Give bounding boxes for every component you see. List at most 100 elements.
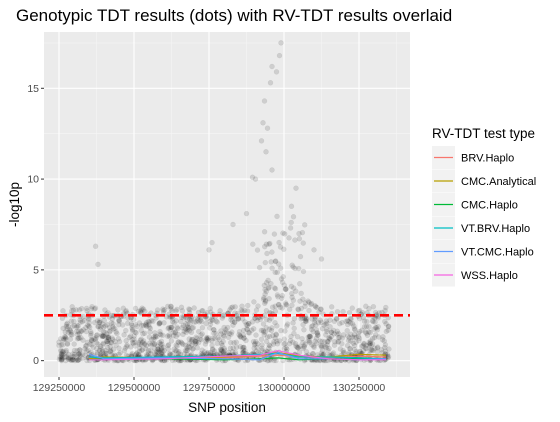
data-point — [276, 338, 283, 344]
data-point — [303, 318, 310, 324]
data-point — [283, 345, 289, 351]
data-point — [131, 333, 137, 339]
legend-label: BRV.Haplo — [461, 153, 514, 165]
data-point — [104, 322, 111, 328]
data-point — [88, 330, 94, 337]
data-point — [83, 305, 90, 312]
data-point — [251, 299, 257, 305]
data-point — [65, 329, 72, 336]
data-point — [221, 324, 227, 331]
data-point — [194, 315, 201, 321]
data-point — [190, 346, 196, 352]
data-point — [74, 331, 81, 338]
data-point — [169, 319, 176, 325]
data-point — [301, 327, 307, 333]
data-point — [72, 357, 78, 364]
data-point — [184, 345, 190, 351]
data-point — [71, 347, 78, 354]
data-point — [351, 323, 357, 329]
data-point — [263, 307, 270, 314]
data-point — [355, 333, 362, 340]
legend-label: WSS.Haplo — [461, 270, 518, 282]
data-point — [171, 346, 177, 353]
data-point — [323, 318, 330, 324]
data-point — [352, 327, 358, 333]
data-point — [379, 337, 386, 343]
data-point — [201, 349, 208, 355]
data-point — [371, 326, 377, 332]
data-point — [307, 333, 313, 339]
data-point — [369, 335, 376, 342]
data-point — [173, 333, 179, 340]
data-point — [104, 338, 110, 345]
data-point — [168, 306, 174, 312]
data-point — [127, 333, 134, 339]
data-point — [324, 326, 330, 333]
data-point — [356, 335, 363, 342]
data-point — [220, 338, 226, 345]
data-point — [123, 338, 129, 344]
data-point — [74, 324, 80, 331]
data-point — [58, 348, 64, 355]
data-point — [344, 342, 351, 349]
data-point — [367, 329, 374, 336]
data-point — [140, 338, 147, 344]
data-point — [279, 292, 286, 299]
data-point — [183, 348, 190, 354]
data-point — [80, 313, 86, 320]
data-point — [269, 167, 275, 173]
data-point — [220, 348, 227, 355]
data-point — [351, 331, 358, 338]
data-point — [136, 348, 143, 355]
data-point — [74, 336, 81, 342]
data-point — [321, 322, 327, 328]
data-point — [308, 301, 314, 308]
data-point — [237, 343, 244, 350]
data-point — [261, 229, 268, 235]
data-point — [351, 346, 358, 353]
data-point — [161, 348, 167, 354]
data-point — [138, 322, 145, 329]
data-point — [160, 307, 167, 314]
data-point — [161, 307, 168, 313]
data-point — [129, 339, 136, 346]
data-point — [113, 342, 119, 348]
data-point — [251, 341, 258, 348]
data-point — [185, 324, 191, 331]
data-point — [277, 265, 284, 271]
data-point — [89, 303, 95, 310]
data-point — [262, 298, 269, 305]
data-point — [112, 338, 118, 345]
data-point — [187, 306, 193, 313]
data-point — [63, 323, 70, 330]
data-point — [294, 344, 300, 350]
data-point — [278, 327, 284, 334]
data-point — [78, 328, 85, 335]
data-point — [373, 325, 380, 331]
data-point — [156, 321, 162, 327]
data-point — [287, 337, 294, 344]
data-point — [95, 323, 102, 329]
data-point — [213, 318, 219, 324]
data-point — [246, 330, 253, 336]
data-point — [292, 341, 299, 347]
data-point — [231, 340, 237, 346]
data-point — [239, 303, 245, 309]
data-point — [200, 308, 206, 314]
data-point — [116, 317, 123, 324]
data-point — [312, 304, 319, 310]
data-point — [84, 322, 91, 328]
x-axis-title: SNP position — [188, 400, 266, 415]
data-point — [267, 343, 273, 349]
data-point — [286, 235, 292, 241]
data-point — [382, 318, 388, 325]
data-point — [121, 332, 127, 338]
data-point — [263, 280, 270, 286]
data-point — [65, 351, 72, 358]
data-point — [68, 318, 75, 325]
data-point — [76, 351, 83, 357]
data-point — [383, 321, 389, 327]
data-point — [322, 343, 328, 350]
data-point — [218, 348, 225, 354]
x-tick-label: 129250000 — [33, 382, 86, 394]
